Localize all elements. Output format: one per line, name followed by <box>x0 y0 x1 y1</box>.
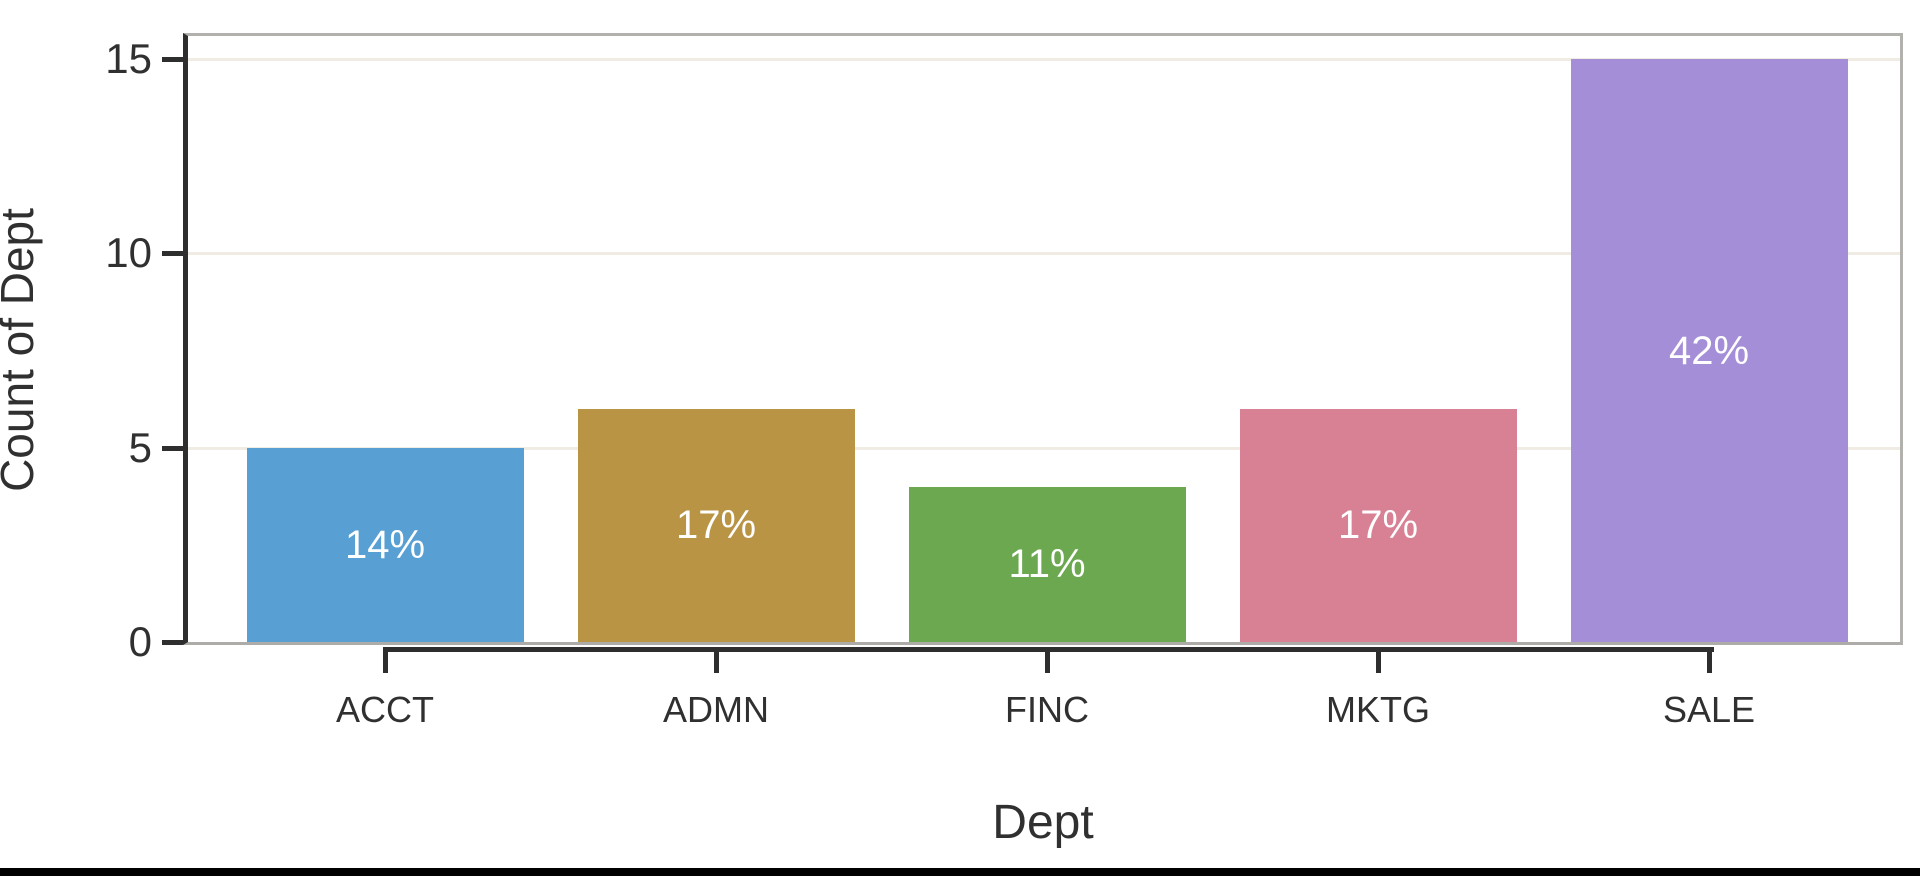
x-axis-title: Dept <box>992 796 1094 849</box>
y-axis-title: Count of Dept <box>0 208 43 492</box>
y-tick-15 <box>162 56 183 62</box>
bar-admn: 17% <box>577 408 855 642</box>
window-bottom-edge <box>0 868 1920 876</box>
x-tick-acct <box>383 647 388 673</box>
x-tick-label-mktg: MKTG <box>1326 689 1430 730</box>
bar-mktg: 17% <box>1239 408 1517 642</box>
bar-percentage-label: 17% <box>675 503 757 548</box>
bar-finc: 11% <box>908 486 1186 642</box>
y-tick-label-0: 0 <box>128 618 152 665</box>
x-tick-mktg <box>1376 647 1381 673</box>
plot-area: 14% 17% 11% 17% 42% <box>183 33 1903 645</box>
y-tick-label-10: 10 <box>105 229 152 277</box>
bar-percentage-label: 17% <box>1337 503 1419 548</box>
x-tick-label-finc: FINC <box>1005 689 1089 730</box>
y-tick-label-15: 15 <box>105 34 152 82</box>
bar-sale: 42% <box>1570 59 1848 642</box>
bar-percentage-label: 14% <box>344 522 426 567</box>
y-tick-label-5: 5 <box>128 423 152 471</box>
bar-percentage-label: 11% <box>1008 542 1086 587</box>
bar-percentage-label: 42% <box>1668 328 1750 373</box>
x-tick-sale <box>1707 647 1712 673</box>
x-tick-label-acct: ACCT <box>336 689 434 730</box>
x-tick-admn <box>714 647 719 673</box>
x-tick-label-admn: ADMN <box>663 689 769 730</box>
x-tick-label-sale: SALE <box>1662 689 1756 730</box>
y-tick-10 <box>162 251 183 257</box>
bar-acct: 14% <box>246 447 524 642</box>
y-tick-0 <box>162 640 183 645</box>
y-tick-5 <box>162 445 183 451</box>
x-tick-finc <box>1045 647 1050 673</box>
